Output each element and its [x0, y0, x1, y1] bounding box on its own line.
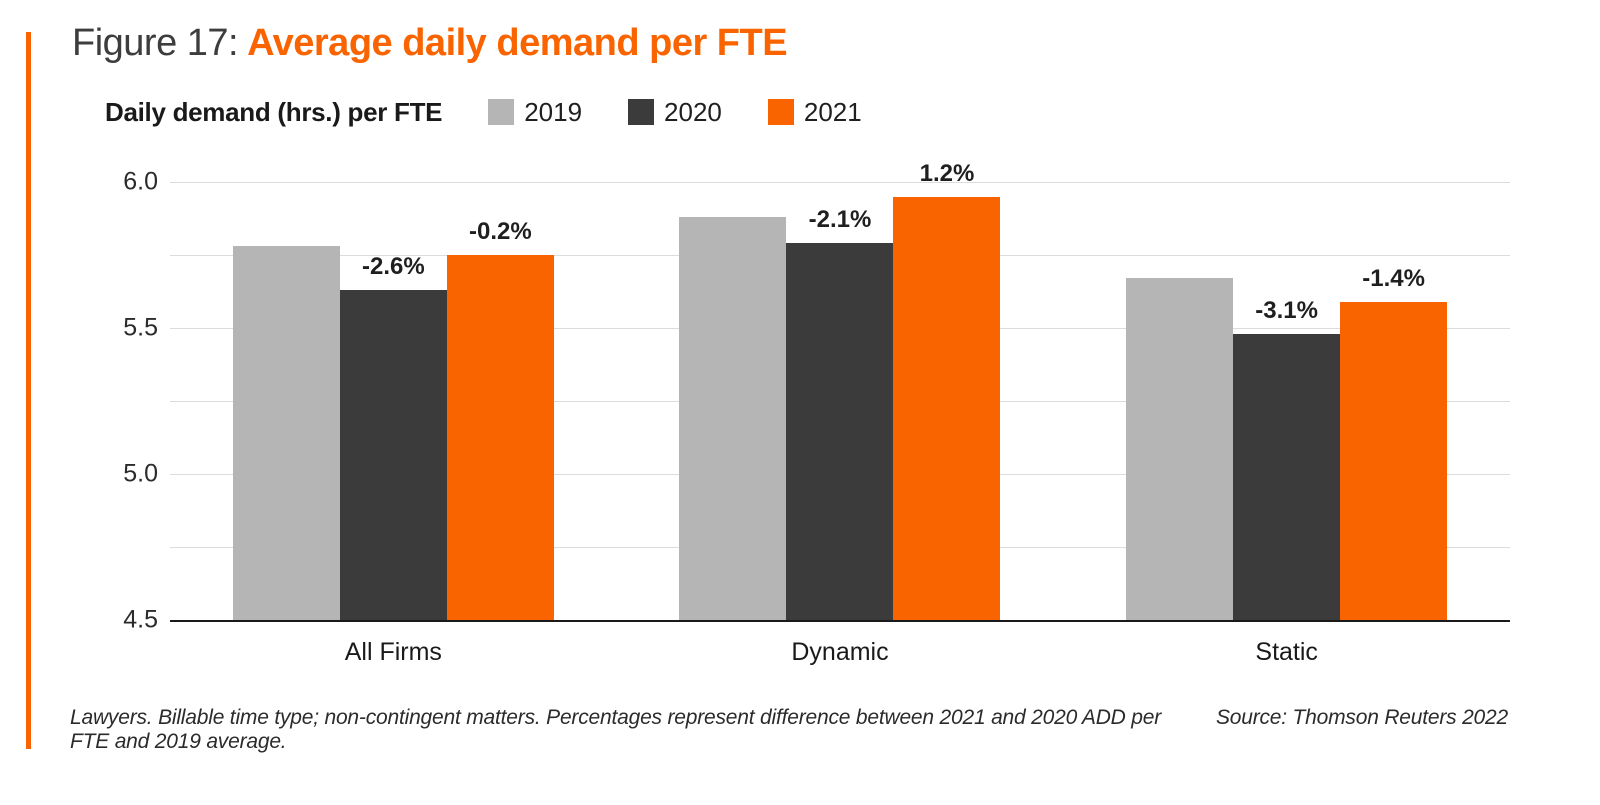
legend-swatch — [488, 99, 515, 125]
plot-area: -2.6% -0.2% -2.1% 1.2% -3.1% -1.4% — [170, 160, 1510, 622]
bar-2021-dynamic: 1.2% — [893, 160, 1001, 620]
bar-value-label: 1.2% — [919, 159, 975, 187]
category-label-all-firms: All Firms — [344, 638, 442, 666]
legend-swatch — [628, 99, 655, 125]
legend-label: 2020 — [664, 96, 722, 127]
y-tick-label: 6.0 — [123, 167, 158, 196]
bar-group-dynamic: -2.1% 1.2% — [679, 160, 1001, 620]
bar-2019-dynamic — [679, 217, 787, 620]
bar-value-label: -2.6% — [361, 253, 425, 281]
category-label-dynamic: Dynamic — [791, 638, 889, 666]
accent-bar — [26, 32, 31, 749]
footnote: Lawyers. Billable time type; non-conting… — [70, 706, 1162, 753]
legend-items: 2019 2020 2021 — [488, 97, 862, 128]
x-axis-line — [170, 620, 1510, 622]
figure-heading: Average daily demand per FTE — [247, 22, 788, 64]
bar-2019-all-firms — [232, 246, 340, 620]
bar-2020-static: -3.1% — [1233, 297, 1341, 620]
bar-2020-all-firms: -2.6% — [339, 253, 447, 620]
bar-value-label: -3.1% — [1255, 296, 1318, 324]
legend-swatch — [767, 99, 794, 125]
legend-label: 2019 — [524, 96, 583, 127]
source-credit: Source: Thomson Reuters 2022 — [1215, 706, 1508, 729]
y-tick-label: 5.5 — [123, 313, 158, 342]
figure-number: Figure 17: — [72, 22, 239, 64]
bar-value-label: -0.2% — [468, 218, 532, 245]
bar-group-static: -3.1% -1.4% — [1126, 182, 1448, 620]
y-axis-labels: 6.0 5.5 5.0 4.5 — [95, 168, 158, 634]
bar-value-label: -2.1% — [808, 206, 872, 234]
figure-title: Figure 17: Average daily demand per FTE — [72, 22, 788, 65]
axis-title: Daily demand (hrs.) per FTE — [105, 96, 443, 127]
bar-group-all-firms: -2.6% -0.2% — [232, 182, 554, 620]
bar-2021-static: -1.4% — [1340, 265, 1448, 620]
legend-row: Daily demand (hrs.) per FTE 2019 2020 2021 — [105, 96, 862, 128]
gridline — [170, 182, 1510, 183]
bar-2021-all-firms: -0.2% — [446, 218, 554, 620]
bar-groups: -2.6% -0.2% -2.1% 1.2% -3.1% -1.4% — [170, 160, 1510, 620]
footer: Lawyers. Billable time type; non-conting… — [70, 706, 1508, 754]
y-tick-label: 5.0 — [123, 459, 158, 488]
bar-2019-static — [1126, 278, 1234, 620]
bar-value-label: -1.4% — [1362, 264, 1425, 292]
legend-item-2019: 2019 — [488, 97, 582, 128]
bar-2020-dynamic: -2.1% — [786, 206, 894, 620]
legend-item-2021: 2021 — [767, 96, 862, 128]
y-tick-label: 4.5 — [123, 605, 158, 634]
legend-label: 2021 — [803, 96, 862, 127]
legend-item-2020: 2020 — [628, 97, 722, 128]
category-labels: All Firms Dynamic Static — [170, 638, 1510, 667]
category-label-static: Static — [1255, 638, 1318, 666]
